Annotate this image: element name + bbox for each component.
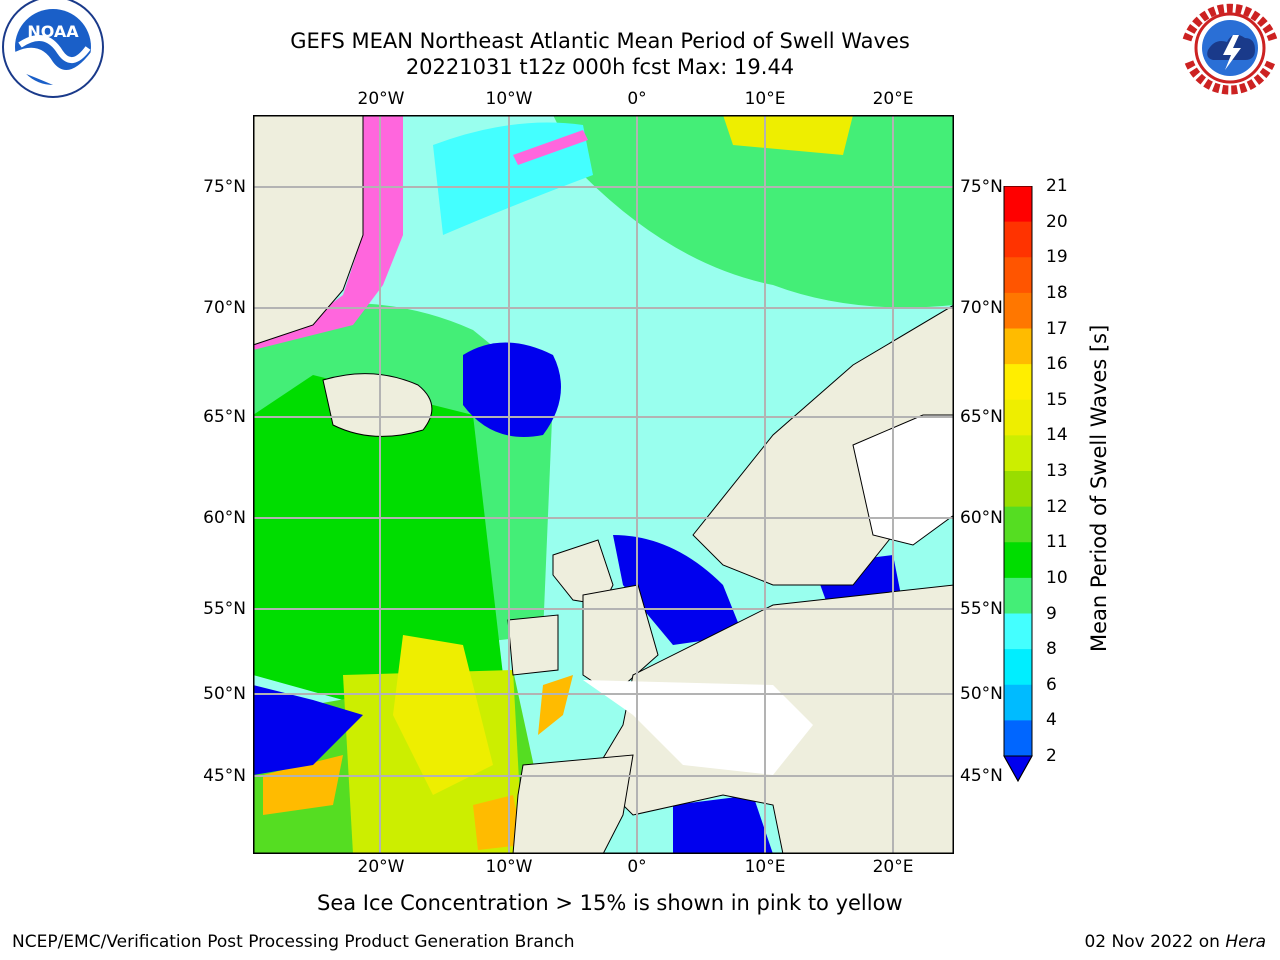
swell-region-16-17s-b: [473, 795, 523, 850]
colorbar-segment: [1004, 435, 1032, 472]
colorbar-segment: [1004, 292, 1032, 329]
colorbar-segment: [1004, 257, 1032, 294]
colorbar-swatches: [1003, 185, 1033, 783]
colorbar-segment: [1004, 506, 1032, 543]
footer-date: 02 Nov 2022 on Hera: [1084, 932, 1266, 952]
colorbar-extend-arrow: [1003, 755, 1033, 783]
noaa-logo-text: NOAA: [27, 22, 79, 41]
colorbar-segment: [1004, 649, 1032, 686]
colorbar-title: Mean Period of Swell Waves [s]: [1087, 324, 1111, 652]
colorbar-tick-label: 15: [1046, 389, 1068, 410]
lat-label-left-50n: 50°N: [203, 684, 246, 704]
lon-label-bottom-20w: 20°W: [357, 857, 405, 877]
lat-label-left-65n: 65°N: [203, 407, 246, 427]
lat-label-right-60n: 60°N: [960, 508, 1003, 528]
footer-machine: Hera: [1225, 932, 1266, 952]
colorbar-tick-label: 6: [1046, 674, 1057, 695]
colorbar-tick-label: 18: [1046, 282, 1068, 303]
colorbar-tick-label: 19: [1046, 247, 1068, 268]
colorbar-tick-label: 20: [1046, 211, 1068, 232]
lat-label-right-65n: 65°N: [960, 407, 1003, 427]
swell-region-10-11s: [253, 375, 503, 700]
chart-title-line1: GEFS MEAN Northeast Atlantic Mean Period…: [290, 29, 910, 53]
land-ireland: [507, 614, 559, 676]
colorbar-tick-label: 13: [1046, 461, 1068, 481]
lat-label-right-50n: 50°N: [960, 684, 1003, 704]
lat-label-left-45n: 45°N: [203, 766, 246, 786]
colorbar: [1000, 185, 1036, 786]
colorbar-segment: [1004, 613, 1032, 650]
colorbar-segment: [1004, 221, 1032, 258]
colorbar-segment: [1004, 471, 1032, 508]
lon-label-bottom-10e: 10°E: [744, 857, 786, 877]
swell-low-cell-mediterranean: [673, 795, 773, 854]
map-panel: [252, 114, 955, 855]
colorbar-segment: [1004, 186, 1032, 223]
colorbar-segment: [1004, 364, 1032, 401]
colorbar-outline: [1003, 185, 1033, 783]
colorbar-segment: [1004, 684, 1032, 721]
lon-label-top-10e: 10°E: [744, 89, 786, 109]
lon-label-bottom-10w: 10°W: [485, 857, 533, 877]
lon-label-top-0: 0°: [627, 89, 647, 109]
swell-region-north-yellow: [723, 115, 853, 155]
colorbar-tick-label: 10: [1046, 567, 1068, 588]
colorbar-tick-label: 21: [1046, 176, 1068, 196]
colorbar-tick-label: 9: [1046, 603, 1057, 624]
lat-label-right-75n: 75°N: [960, 177, 1003, 197]
lon-label-bottom-20e: 20°E: [872, 857, 914, 877]
swell-low-cell-north-sea: [613, 535, 743, 645]
lat-label-left-75n: 75°N: [203, 177, 246, 197]
colorbar-tick-label: 11: [1046, 532, 1068, 553]
colorbar-segment: [1004, 720, 1032, 757]
colorbar-tick-label: 8: [1046, 639, 1057, 660]
lat-label-left-60n: 60°N: [203, 508, 246, 528]
swell-region-north: [553, 115, 954, 308]
lat-label-right-70n: 70°N: [960, 298, 1003, 318]
lon-label-top-20w: 20°W: [357, 89, 405, 109]
swell-low-cell-west: [253, 685, 363, 775]
lat-label-left-55n: 55°N: [203, 599, 246, 619]
swell-low-cell-norwegian-sea: [463, 342, 561, 437]
lat-label-right-45n: 45°N: [960, 766, 1003, 786]
sea-ice-greenland: [253, 115, 403, 350]
graticule: [253, 115, 954, 854]
noaa-logo: NOAA: [0, 0, 108, 100]
colorbar-segment: [1004, 399, 1032, 436]
colorbar-segment: [1004, 328, 1032, 365]
footer-branch: NCEP/EMC/Verification Post Processing Pr…: [12, 932, 575, 952]
colorbar-tick-label: 14: [1046, 425, 1068, 446]
colorbar-tick-label: 17: [1046, 318, 1068, 339]
land-iceland: [322, 373, 433, 437]
colorbar-tick-label: 2: [1046, 746, 1057, 766]
colorbar-tick-label: 4: [1046, 710, 1057, 731]
lon-label-top-20e: 20°E: [872, 89, 914, 109]
chart-title-line2: 20221031 t12z 000h fcst Max: 19.44: [405, 55, 795, 79]
colorbar-segment: [1004, 577, 1032, 614]
lon-label-bottom-0: 0°: [627, 857, 647, 877]
lat-label-right-55n: 55°N: [960, 599, 1003, 619]
nws-logo: [1175, 0, 1280, 100]
swell-region-14-15s: [393, 635, 493, 795]
white-mask-north-sea: [583, 680, 813, 775]
lat-label-left-70n: 70°N: [203, 298, 246, 318]
colorbar-segment: [1004, 542, 1032, 579]
sea-ice-caption: Sea Ice Concentration > 15% is shown in …: [317, 891, 903, 915]
colorbar-tick-label: 12: [1046, 496, 1068, 517]
sea-ice-fram: [513, 130, 588, 165]
colorbar-ticks: 21 20 19 18 17 16 15 14 13 12 11 10 9 8 6 4 2: [1040, 176, 1100, 766]
swell-period-map: [252, 114, 955, 855]
lon-label-top-10w: 10°W: [485, 89, 533, 109]
colorbar-tick-label: 16: [1046, 354, 1068, 375]
swell-region-16-17s-c: [538, 675, 573, 735]
footer-date-text: 02 Nov 2022 on: [1084, 932, 1226, 952]
